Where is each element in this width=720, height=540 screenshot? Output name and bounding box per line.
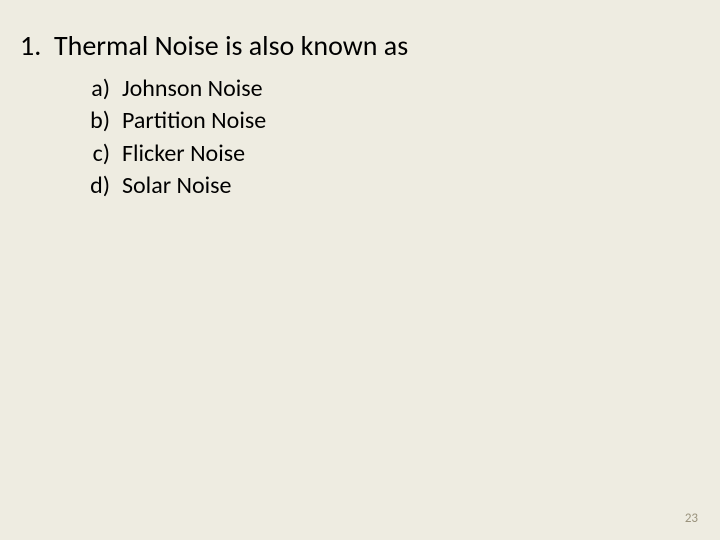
option-label: d): [78, 170, 110, 202]
option-label: b): [78, 105, 110, 137]
option-text: Flicker Noise: [122, 138, 245, 170]
options-list: a) Johnson Noise b) Partition Noise c) F…: [78, 73, 700, 203]
question-number: 1.: [20, 28, 48, 63]
option-label: c): [78, 138, 110, 170]
option-text: Solar Noise: [122, 170, 231, 202]
question-row: 1. Thermal Noise is also known as: [20, 28, 700, 63]
question-text: Thermal Noise is also known as: [54, 28, 408, 63]
option-label: a): [78, 73, 110, 105]
option-a: a) Johnson Noise: [78, 73, 700, 105]
option-text: Johnson Noise: [122, 73, 263, 105]
option-b: b) Partition Noise: [78, 105, 700, 137]
option-d: d) Solar Noise: [78, 170, 700, 202]
slide: 1. Thermal Noise is also known as a) Joh…: [0, 0, 720, 540]
page-number: 23: [685, 511, 698, 526]
option-c: c) Flicker Noise: [78, 138, 700, 170]
option-text: Partition Noise: [122, 105, 266, 137]
